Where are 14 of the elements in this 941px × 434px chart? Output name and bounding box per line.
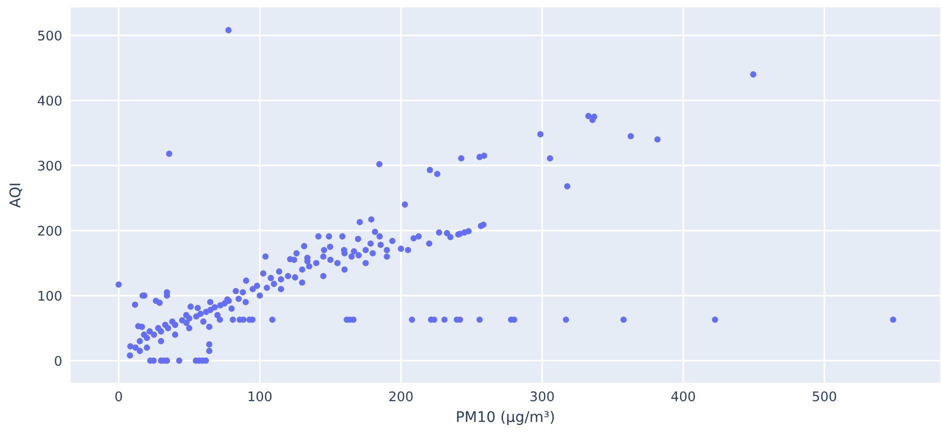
x-tick-label: 200 bbox=[389, 391, 413, 402]
x-tick-label: 300 bbox=[530, 391, 554, 402]
y-tick-label: 100 bbox=[38, 290, 62, 301]
y-tick-label: 300 bbox=[38, 160, 62, 171]
y-tick-label: 500 bbox=[38, 30, 62, 41]
y-tick-label: 400 bbox=[38, 96, 62, 106]
x-axis-title: PM10 (μg/m³) bbox=[457, 410, 554, 425]
y-axis-title: AQI bbox=[9, 184, 22, 208]
x-tick-label: 0 bbox=[115, 391, 122, 402]
x-tick-label: 500 bbox=[812, 391, 836, 402]
x-tick-label: 100 bbox=[248, 391, 272, 402]
y-tick-label: 200 bbox=[38, 226, 62, 236]
x-tick-label: 400 bbox=[671, 391, 695, 402]
y-tick-label: 0 bbox=[54, 356, 62, 366]
